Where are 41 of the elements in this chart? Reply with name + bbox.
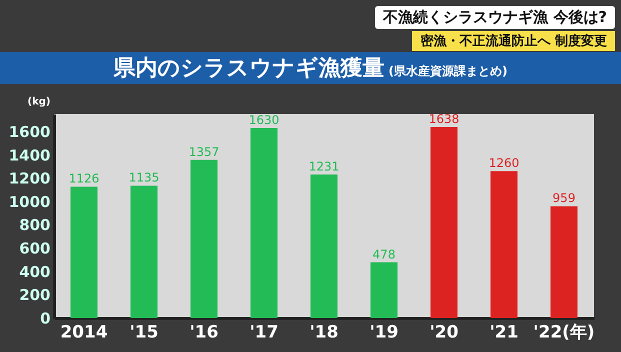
x-tick-label: '17	[250, 322, 278, 342]
y-tick-label: 600	[19, 240, 50, 258]
y-tick-label: 400	[19, 262, 50, 281]
data-label: 1638	[428, 112, 460, 126]
bar	[250, 128, 278, 318]
bar	[130, 186, 158, 318]
data-label: 1135	[128, 170, 160, 185]
x-tick-label: 2014	[60, 322, 108, 342]
y-tick-label: 1000	[8, 192, 50, 211]
chart-title: 県内のシラスウナギ漁獲量	[114, 55, 385, 83]
bar	[490, 171, 518, 318]
y-tick-label: 1200	[8, 170, 50, 188]
bar	[430, 127, 458, 318]
y-tick-label: 1400	[8, 146, 50, 164]
y-tick-label: 800	[19, 216, 50, 234]
x-tick-label: '21	[490, 322, 518, 342]
y-axis-title: (kg)	[28, 96, 50, 108]
text: 密漁・不正流通防止へ 制度変更	[412, 31, 615, 51]
x-tick-label: '20	[430, 322, 459, 342]
x-tick-label: '15	[130, 322, 158, 342]
y-tick-label: 0	[40, 310, 50, 328]
bar	[70, 186, 98, 318]
x-tick-label: '16	[190, 322, 218, 342]
x-tick-label: '22(年)	[533, 322, 595, 342]
chart-subtitle: (県水産資源課まとめ)	[388, 62, 508, 80]
data-label: 1630	[248, 112, 280, 127]
text: 不漁続くシラスウナギ漁 今後は?	[375, 6, 615, 29]
bar	[190, 160, 218, 318]
data-label: 1231	[308, 160, 340, 174]
bar	[310, 174, 338, 318]
y-tick-label: 1600	[8, 122, 50, 141]
data-label: 1357	[188, 144, 220, 159]
data-label: 478	[372, 247, 396, 262]
data-label: 959	[552, 191, 576, 206]
bar	[370, 262, 398, 318]
x-tick-label: '19	[370, 322, 398, 342]
x-tick-label: '18	[310, 322, 338, 342]
data-label: 1260	[488, 156, 520, 170]
bar	[550, 206, 578, 318]
data-label: 1126	[68, 172, 100, 186]
y-tick-label: 200	[19, 286, 50, 304]
